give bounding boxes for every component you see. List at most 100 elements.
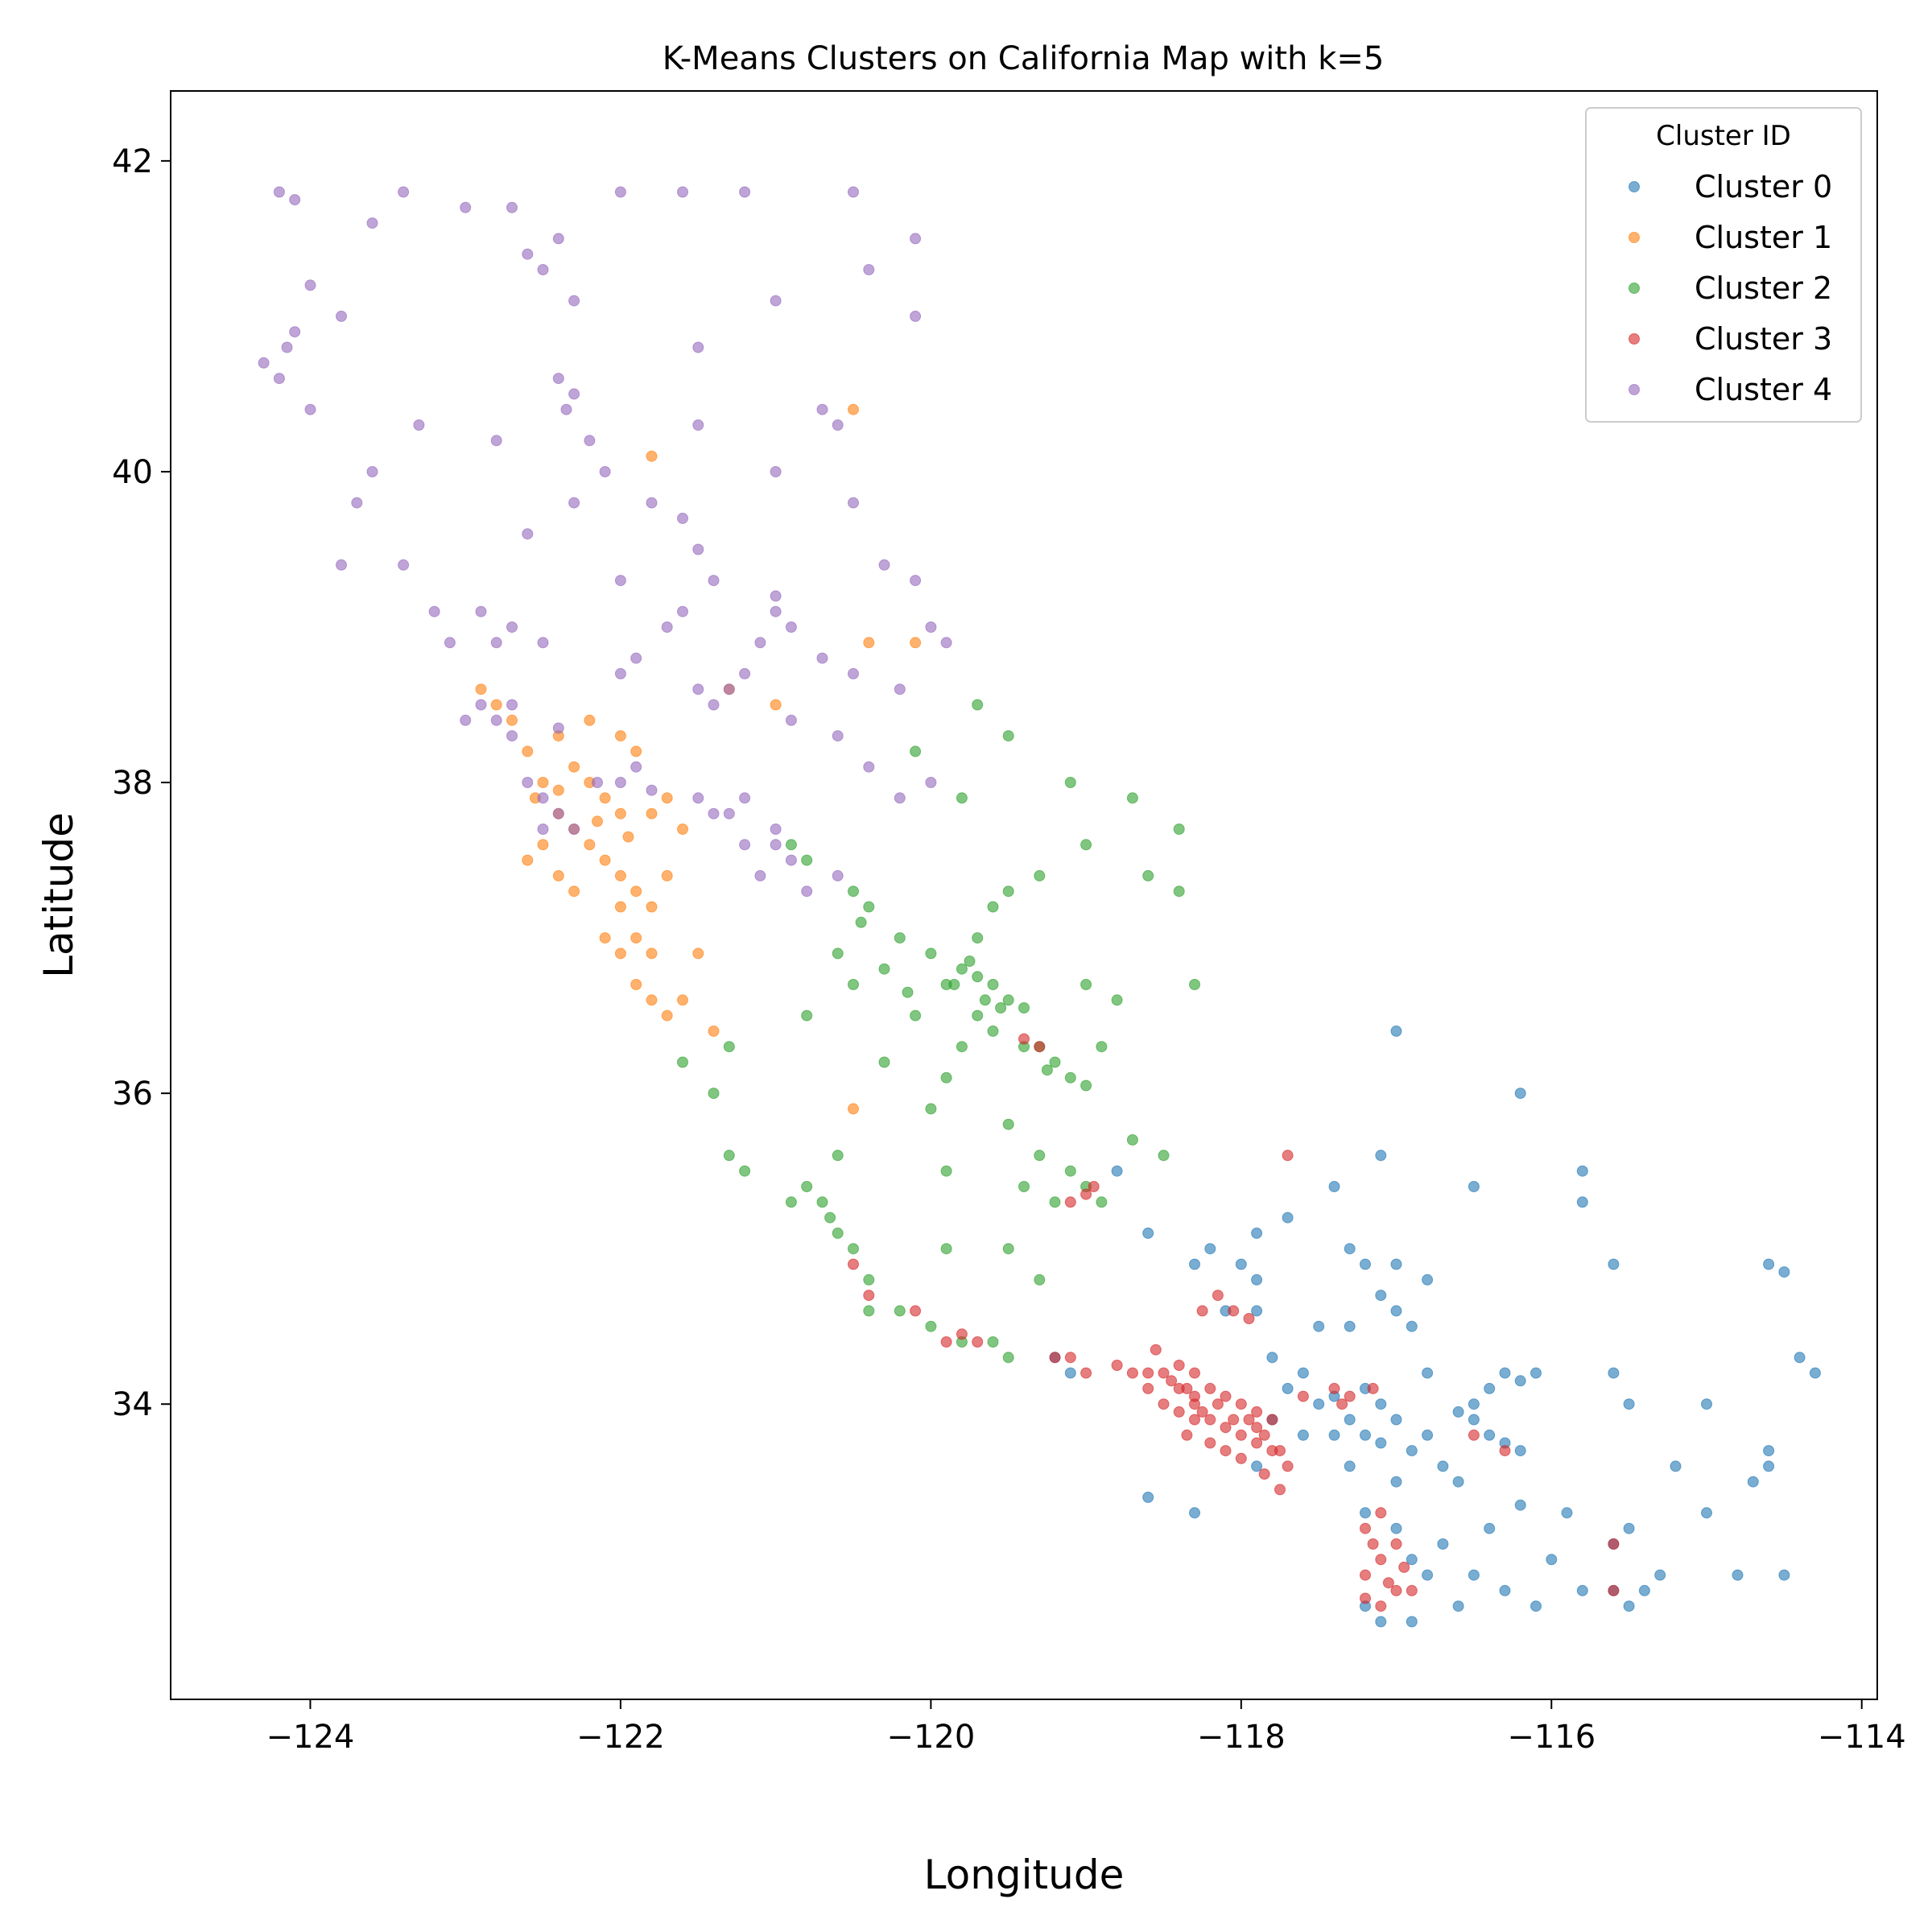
data-point (692, 341, 704, 353)
data-point (1406, 1445, 1418, 1457)
data-point (1360, 1569, 1371, 1581)
data-point (506, 714, 518, 726)
data-point (304, 279, 316, 291)
data-point (1452, 1406, 1464, 1418)
data-point (444, 637, 456, 649)
data-point (1422, 1569, 1434, 1581)
data-point (1111, 1165, 1123, 1177)
data-point (1778, 1569, 1790, 1581)
data-point (1189, 1258, 1200, 1270)
data-point (816, 652, 828, 664)
data-point (848, 1258, 859, 1270)
data-point (1375, 1554, 1387, 1566)
data-point (475, 605, 487, 617)
data-point (801, 854, 813, 866)
data-point (614, 807, 626, 819)
data-point (1212, 1398, 1224, 1410)
data-point (1228, 1305, 1240, 1317)
data-point (948, 979, 960, 990)
data-point (1142, 869, 1154, 881)
data-point (1080, 1080, 1092, 1092)
data-point (956, 1041, 968, 1053)
data-point (646, 450, 658, 462)
data-point (592, 777, 603, 788)
data-point (428, 605, 440, 617)
data-point (1390, 1414, 1402, 1426)
data-point (1166, 1375, 1178, 1387)
data-point (1328, 1382, 1340, 1394)
data-point (1328, 1429, 1340, 1441)
data-point (1126, 1367, 1138, 1379)
data-point (1437, 1538, 1449, 1550)
x-axis-label: Longitude (924, 1852, 1125, 1898)
data-point (1243, 1414, 1255, 1426)
data-point (1258, 1468, 1270, 1480)
data-point (1173, 1360, 1185, 1371)
data-point (1747, 1476, 1759, 1488)
data-point (1235, 1258, 1247, 1270)
data-point (964, 956, 976, 967)
data-point (568, 295, 580, 307)
data-point (894, 932, 906, 944)
data-point (848, 886, 859, 898)
data-point (1499, 1584, 1511, 1596)
data-point (1251, 1460, 1263, 1472)
data-point (925, 1320, 937, 1332)
data-point (1297, 1367, 1309, 1379)
data-point (1360, 1507, 1371, 1519)
data-point (661, 621, 673, 633)
data-point (366, 466, 378, 477)
data-point (614, 869, 626, 881)
data-point (956, 792, 968, 804)
data-point (584, 714, 596, 726)
data-point (537, 777, 549, 788)
data-point (1344, 1243, 1356, 1255)
data-point (1251, 1305, 1263, 1317)
data-point (894, 792, 906, 804)
data-point (1258, 1429, 1270, 1441)
data-point (1064, 777, 1076, 788)
data-point (1173, 824, 1185, 835)
series-cluster-3 (848, 1033, 1620, 1612)
data-point (614, 575, 626, 587)
data-point (1212, 1290, 1224, 1302)
data-point (522, 248, 534, 260)
data-point (816, 403, 828, 415)
data-point (1406, 1584, 1418, 1596)
legend-label: Cluster 1 (1695, 220, 1832, 255)
data-point (622, 831, 634, 843)
data-point (1514, 1375, 1526, 1387)
data-point (1297, 1390, 1309, 1402)
data-point (1088, 1181, 1100, 1192)
data-point (646, 807, 658, 819)
data-point (614, 186, 626, 198)
y-axis-ticks: 34 36 38 40 42 (112, 143, 171, 1423)
data-point (832, 869, 844, 881)
data-point (537, 824, 549, 835)
data-point (708, 1025, 720, 1037)
data-point (692, 419, 704, 431)
data-point (506, 621, 518, 633)
data-point (692, 683, 704, 696)
data-point (995, 1002, 1007, 1013)
data-point (1514, 1088, 1526, 1100)
data-point (848, 979, 859, 990)
data-point (1514, 1445, 1526, 1457)
data-point (281, 341, 293, 353)
data-point (878, 963, 890, 975)
legend-label: Cluster 0 (1695, 169, 1832, 204)
x-tick-label: −124 (266, 1719, 355, 1756)
data-point (785, 714, 797, 726)
y-tick-label: 38 (112, 765, 153, 802)
data-point (1034, 1041, 1046, 1053)
data-point (770, 295, 782, 307)
data-point (1173, 1406, 1185, 1418)
data-point (1608, 1367, 1620, 1379)
data-point (661, 869, 673, 881)
data-point (1181, 1429, 1193, 1441)
data-point (987, 901, 999, 913)
data-point (1142, 1382, 1154, 1394)
data-point (1390, 1025, 1402, 1037)
data-point (972, 699, 984, 711)
